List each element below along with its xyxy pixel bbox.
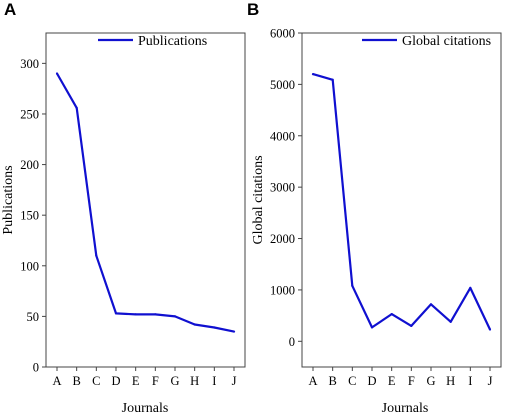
y-tick-label-a-50: 50 [27, 310, 40, 324]
x-tick-label-b-h: H [446, 374, 455, 388]
legend-a: Publications [98, 34, 207, 49]
y-tick-label-a-150: 150 [20, 209, 39, 223]
x-tick-label-a-a: A [52, 374, 61, 388]
data-point-a-j [232, 330, 236, 333]
series-line-publications [56, 72, 235, 333]
data-point-a-e [134, 313, 137, 316]
chart-panel-b: B Global citations Journals Global citat… [247, 0, 502, 415]
series-line-global-citations [312, 73, 491, 330]
x-tick-label-b-g: G [426, 374, 435, 388]
y-axis-title-b: Global citations [251, 155, 266, 244]
y-tick-label-b-5000: 5000 [270, 78, 295, 92]
x-tick-label-b-b: B [328, 374, 336, 388]
plot-frame-b [301, 32, 502, 368]
x-tick-label-b-a: A [308, 374, 317, 388]
data-point-b-a [311, 73, 315, 76]
chart-panel-a: A Publications Journals Publications 0 50… [1, 0, 246, 415]
x-tick-label-b-i: I [468, 374, 472, 388]
x-tick-label-b-e: E [388, 374, 396, 388]
x-axis-title-b: Journals [382, 401, 429, 415]
y-tick-labels-b: 0 1000 2000 3000 4000 5000 6000 [270, 27, 295, 349]
data-point-a-c [95, 254, 98, 257]
panel-label-a: A [4, 0, 16, 19]
data-point-b-j [488, 328, 492, 331]
data-point-a-h [193, 323, 196, 326]
data-point-b-c [351, 284, 354, 287]
legend-label-publications: Publications [138, 34, 207, 49]
y-tick-labels-a: 0 50 100 150 200 250 300 [20, 57, 39, 375]
panel-label-b: B [247, 0, 259, 19]
tick-marks-a [42, 62, 235, 371]
y-tick-label-b-4000: 4000 [270, 129, 295, 143]
x-tick-label-a-d: D [111, 374, 120, 388]
x-tick-label-a-h: H [190, 374, 199, 388]
x-tick-label-b-d: D [367, 374, 376, 388]
data-point-b-b [331, 78, 334, 81]
data-point-b-f [410, 324, 413, 327]
legend-label-global-citations: Global citations [402, 34, 491, 49]
data-point-b-i [469, 286, 472, 289]
data-point-b-e [390, 312, 393, 316]
data-point-a-a [55, 72, 59, 75]
x-tick-label-a-f: F [152, 374, 159, 388]
x-tick-label-a-j: J [232, 374, 237, 388]
x-tick-label-b-c: C [348, 374, 356, 388]
tick-marks-b [298, 32, 491, 371]
plot-frame-a [45, 32, 246, 368]
x-tick-label-a-c: C [92, 374, 100, 388]
data-point-a-f [154, 313, 157, 316]
x-tick-label-b-j: J [488, 374, 493, 388]
data-point-a-g [173, 315, 177, 318]
data-point-b-g [429, 303, 433, 306]
y-tick-label-b-3000: 3000 [270, 181, 295, 195]
y-tick-label-a-300: 300 [20, 57, 39, 71]
y-tick-label-a-250: 250 [20, 107, 39, 121]
legend-b: Global citations [362, 34, 491, 49]
x-tick-label-a-e: E [132, 374, 140, 388]
y-axis-title-a: Publications [1, 165, 16, 234]
y-tick-label-b-0: 0 [289, 335, 295, 349]
y-tick-label-b-1000: 1000 [270, 283, 295, 297]
x-tick-label-a-g: G [170, 374, 179, 388]
data-point-a-b [75, 106, 78, 109]
y-tick-label-a-0: 0 [33, 361, 39, 375]
data-point-a-i [213, 326, 216, 329]
x-tick-label-a-b: B [72, 374, 80, 388]
x-axis-title-a: Journals [122, 401, 169, 415]
y-tick-label-a-200: 200 [20, 158, 39, 172]
data-point-b-h [449, 320, 452, 323]
data-point-a-d [114, 312, 118, 315]
y-tick-label-a-100: 100 [20, 259, 39, 273]
x-tick-label-b-f: F [408, 374, 415, 388]
y-tick-label-b-6000: 6000 [270, 27, 295, 41]
y-tick-label-b-2000: 2000 [270, 232, 295, 246]
x-tick-label-a-i: I [212, 374, 216, 388]
data-point-b-d [370, 326, 374, 329]
